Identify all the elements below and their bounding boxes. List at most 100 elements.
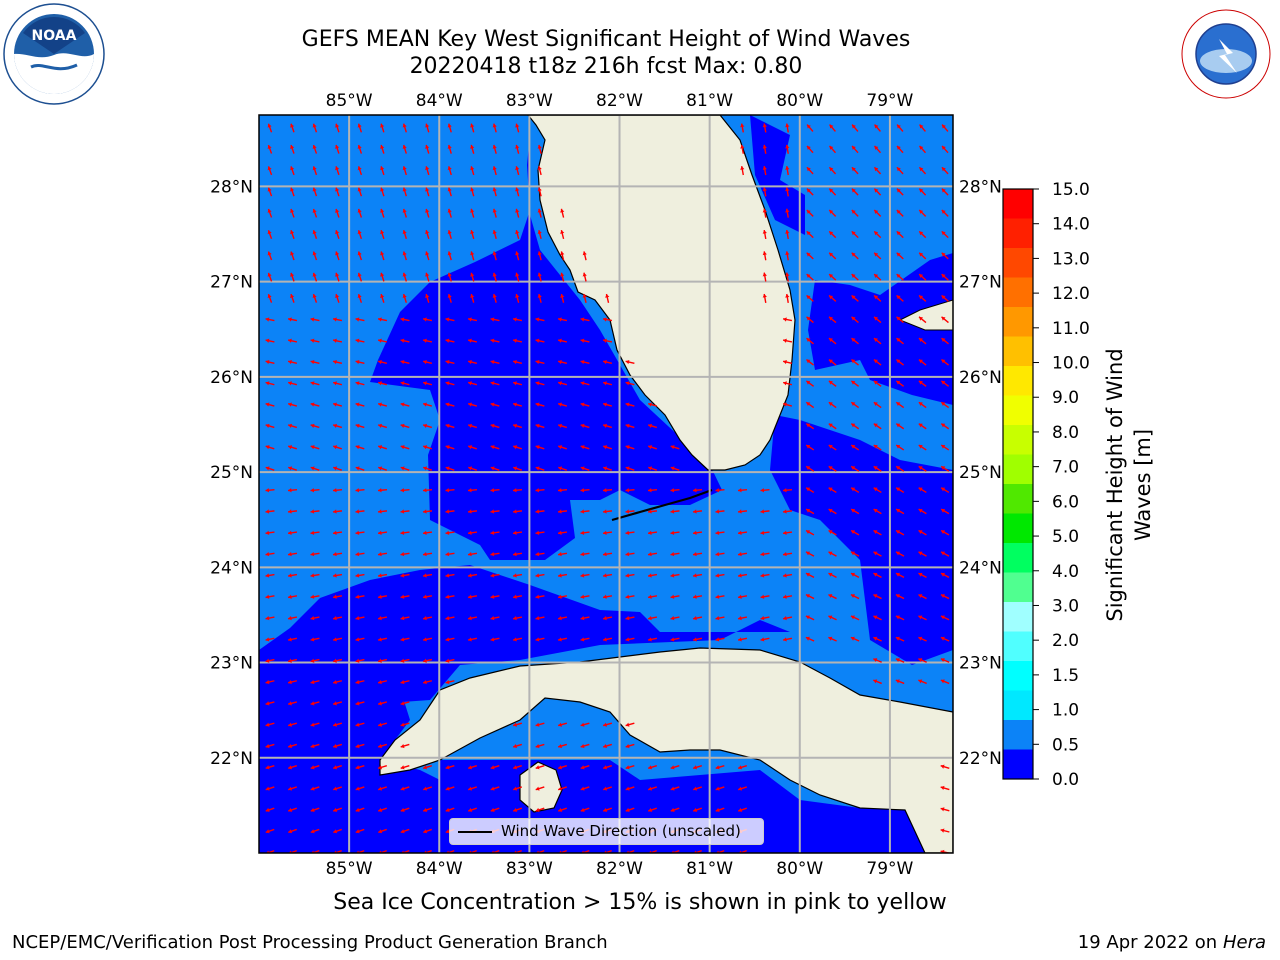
wave-direction-arrow: [715, 573, 725, 578]
wave-direction-arrow: [512, 402, 523, 407]
wave-direction-arrow: [873, 337, 882, 345]
wave-direction-arrow: [535, 786, 545, 791]
wave-direction-arrow: [918, 166, 927, 175]
wave-direction-arrow: [557, 488, 568, 493]
legend-line-swatch: [458, 831, 492, 833]
wave-direction-arrow: [377, 552, 388, 557]
wave-direction-arrow: [512, 594, 523, 599]
wave-direction-arrow: [692, 552, 703, 557]
lon-label-top: 84°W: [416, 91, 463, 111]
wave-direction-arrow: [557, 509, 568, 514]
wave-direction-arrow: [851, 252, 859, 260]
wave-direction-arrow: [377, 359, 388, 365]
wave-direction-arrow: [580, 402, 590, 407]
wave-direction-arrow: [492, 229, 497, 240]
wave-direction-arrow: [380, 251, 385, 261]
colorbar-segment: [1003, 395, 1033, 426]
wave-direction-arrow: [715, 616, 725, 621]
wave-direction-arrow: [782, 530, 793, 535]
wave-direction-arrow: [805, 529, 815, 536]
wave-direction-arrow: [557, 765, 568, 770]
wave-direction-arrow: [670, 509, 680, 514]
wave-direction-arrow: [310, 488, 320, 493]
wave-direction-arrow: [805, 636, 815, 642]
wave-direction-arrow: [647, 509, 658, 514]
wave-direction-arrow: [332, 552, 343, 557]
wave-direction-arrow: [377, 445, 388, 450]
chart-title: GEFS MEAN Key West Significant Height of…: [301, 27, 911, 52]
wave-direction-arrow: [785, 251, 790, 261]
wave-direction-arrow: [828, 380, 837, 387]
wave-direction-arrow: [310, 679, 320, 685]
wave-direction-arrow: [940, 529, 950, 536]
wave-direction-arrow: [425, 187, 430, 197]
wave-direction-arrow: [377, 594, 388, 599]
wave-direction-arrow: [850, 615, 860, 621]
wave-direction-arrow: [402, 123, 407, 133]
wave-direction-arrow: [310, 509, 320, 514]
wave-direction-arrow: [335, 166, 340, 176]
wave-direction-arrow: [873, 636, 882, 642]
isla-juventud: [519, 761, 563, 813]
wave-direction-arrow: [377, 509, 388, 514]
wave-direction-arrow: [492, 208, 497, 218]
wave-direction-arrow: [941, 337, 949, 345]
florida-landmass: [527, 115, 796, 471]
wave-direction-arrow: [828, 316, 837, 324]
wave-direction-arrow: [850, 401, 860, 409]
wave-direction-arrow: [355, 466, 365, 471]
wave-direction-arrow: [715, 552, 725, 557]
wave-direction-arrow: [940, 828, 950, 833]
wave-direction-arrow: [445, 338, 455, 343]
wave-direction-arrow: [492, 293, 497, 303]
wave-direction-arrow: [918, 465, 927, 472]
wave-direction-arrow: [895, 487, 905, 494]
wave-direction-arrow: [380, 187, 385, 197]
wave-direction-arrow: [602, 530, 613, 535]
lon-label-top: 81°W: [686, 91, 733, 111]
wave-direction-arrow: [782, 509, 793, 514]
wave-direction-arrow: [380, 272, 385, 282]
wave-direction-arrow: [492, 166, 497, 176]
wave-direction-arrow: [535, 381, 545, 386]
wave-direction-arrow: [445, 488, 455, 493]
wave-direction-arrow: [422, 530, 433, 535]
wave-direction-arrow: [625, 743, 635, 749]
wave-direction-arrow: [873, 145, 882, 154]
wave-direction-arrow: [312, 230, 318, 239]
wave-direction-arrow: [625, 765, 635, 770]
wave-direction-arrow: [423, 786, 432, 791]
wave-direction-arrow: [425, 229, 430, 240]
wave-direction-arrow: [940, 444, 950, 451]
wave-direction-arrow: [425, 166, 430, 176]
wave-direction-arrow: [470, 187, 475, 197]
wave-direction-arrow: [873, 615, 882, 621]
wave-direction-arrow: [287, 359, 298, 365]
wave-direction-arrow: [918, 594, 927, 600]
wave-direction-arrow: [557, 338, 568, 343]
wave-direction-arrow: [492, 187, 497, 197]
wave-direction-arrow: [332, 637, 343, 642]
wave-direction-arrow: [377, 637, 388, 642]
wave-direction-arrow: [445, 402, 455, 407]
wave-direction-arrow: [378, 807, 387, 812]
wave-direction-arrow: [557, 616, 568, 621]
wave-direction-arrow: [332, 679, 343, 685]
wave-direction-arrow: [355, 594, 365, 599]
wave-direction-arrow: [310, 828, 320, 834]
wave-direction-arrow: [625, 359, 635, 365]
wave-direction-arrow: [512, 317, 523, 322]
wave-direction-arrow: [873, 444, 882, 451]
wave-direction-arrow: [312, 293, 318, 303]
wave-direction-arrow: [287, 765, 298, 770]
wave-direction-arrow: [850, 529, 860, 536]
wave-direction-arrow: [265, 488, 275, 493]
wave-direction-arrow: [355, 616, 365, 621]
wave-direction-arrow: [762, 272, 767, 282]
wave-direction-arrow: [918, 487, 927, 494]
wave-direction-arrow: [332, 359, 343, 365]
wave-direction-arrow: [940, 615, 950, 621]
wave-direction-arrow: [537, 229, 542, 240]
wave-direction-arrow: [377, 765, 388, 770]
colorbar-segment: [1003, 631, 1033, 662]
